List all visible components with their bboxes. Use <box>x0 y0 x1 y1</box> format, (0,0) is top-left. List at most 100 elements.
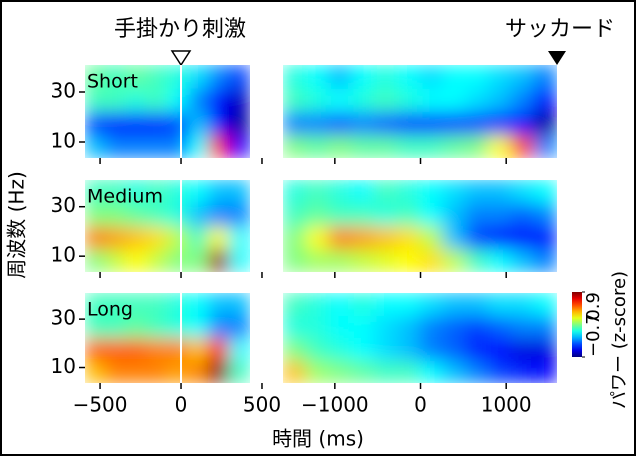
heatmap-cell <box>228 225 250 250</box>
heatmap-cell <box>187 248 210 272</box>
heatmap-cell <box>328 360 352 383</box>
y-tick-label: 30 <box>51 193 76 217</box>
colorbar <box>572 292 582 357</box>
heatmap-cell <box>510 202 535 227</box>
heatmap-cell <box>465 180 489 204</box>
heatmap-cell <box>167 202 189 227</box>
heatmap-cell <box>510 180 535 204</box>
heatmap-cell <box>283 337 307 361</box>
heatmap-cell <box>167 180 189 204</box>
heatmap-cell <box>442 315 467 339</box>
heatmap-cell <box>419 293 444 316</box>
heatmap-cell <box>305 293 330 316</box>
heatmap-panel <box>85 293 250 383</box>
heatmap-cell <box>105 87 127 112</box>
heatmap-cell <box>187 202 210 227</box>
heatmap-cell <box>488 65 512 89</box>
heatmap-cell <box>351 87 375 112</box>
heatmap-cell <box>228 360 250 383</box>
heatmap-cell <box>208 315 230 339</box>
heatmap-cell <box>85 87 107 112</box>
heatmap-cell <box>488 134 512 158</box>
heatmap-cell <box>373 202 398 227</box>
heatmap-cell <box>442 180 467 204</box>
heatmap-cell <box>228 65 250 89</box>
heatmap-cell <box>465 111 489 136</box>
heatmap-cell <box>488 360 512 383</box>
heatmap-cells <box>283 180 557 272</box>
heatmap-cell <box>328 65 352 89</box>
heatmap-cell <box>85 293 107 316</box>
heatmap-cell <box>208 202 230 227</box>
heatmap-panel <box>85 65 250 158</box>
heatmap-cells <box>283 65 557 158</box>
heatmap-cell <box>228 134 250 158</box>
heatmap-cell <box>351 180 375 204</box>
y-tick-label: 10 <box>51 129 76 153</box>
x-tick-label: 1000 <box>481 393 532 417</box>
heatmap-cell <box>442 337 467 361</box>
heatmap-cell <box>228 202 250 227</box>
heatmap-cell <box>351 248 375 272</box>
heatmap-cell <box>167 111 189 136</box>
heatmap-cell <box>125 225 148 250</box>
heatmap-cell <box>283 293 307 316</box>
heatmap-cell <box>488 315 512 339</box>
heatmap-cell <box>105 111 127 136</box>
heatmap-cell <box>305 65 330 89</box>
heatmap-cell <box>465 65 489 89</box>
heatmap-cell <box>442 87 467 112</box>
x-tick-label: −1000 <box>301 393 369 417</box>
cue-marker <box>170 50 192 67</box>
heatmap-cell <box>510 134 535 158</box>
heatmap-cell <box>208 65 230 89</box>
heatmap-cells <box>283 293 557 383</box>
heatmap-cell <box>146 87 168 112</box>
heatmap-cell <box>208 225 230 250</box>
heatmap-cell <box>328 315 352 339</box>
heatmap-cells <box>85 293 250 383</box>
heatmap-cell <box>187 65 210 89</box>
heatmap-cell <box>208 87 230 112</box>
x-tick-label: −500 <box>73 393 128 417</box>
heatmap-cell <box>125 315 148 339</box>
heatmap-cell <box>305 248 330 272</box>
heatmap-cell <box>396 111 421 136</box>
heatmap-cell <box>419 87 444 112</box>
heatmap-cell <box>465 315 489 339</box>
heatmap-cell <box>187 337 210 361</box>
heatmap-cell <box>105 337 127 361</box>
heatmap-cell <box>125 180 148 204</box>
heatmap-cell <box>510 360 535 383</box>
heatmap-cell <box>533 202 557 227</box>
colorbar-label: パワー (z-score) <box>609 271 630 409</box>
x-axis-label: 時間 (ms) <box>272 427 364 451</box>
heatmap-cell <box>208 111 230 136</box>
heatmap-cell <box>146 293 168 316</box>
heatmap-cell <box>442 293 467 316</box>
heatmap-cell <box>228 293 250 316</box>
heatmap-cell <box>146 248 168 272</box>
x-tick-label: 0 <box>175 393 188 417</box>
saccade-marker <box>548 51 566 65</box>
heatmap-cell <box>465 293 489 316</box>
heatmap-cell <box>228 180 250 204</box>
heatmap-cell <box>533 87 557 112</box>
heatmap-cells <box>85 65 250 158</box>
heatmap-cell <box>373 180 398 204</box>
heatmap-cell <box>419 180 444 204</box>
heatmap-cell <box>373 360 398 383</box>
heatmap-cell <box>105 180 127 204</box>
heatmap-cell <box>208 248 230 272</box>
heatmap-cell <box>351 65 375 89</box>
heatmap-cell <box>305 202 330 227</box>
heatmap-cell <box>442 248 467 272</box>
heatmap-cell <box>125 87 148 112</box>
heatmap-cell <box>488 225 512 250</box>
heatmap-cell <box>187 225 210 250</box>
heatmap-cell <box>510 293 535 316</box>
heatmap-cell <box>187 293 210 316</box>
heatmap-cell <box>488 293 512 316</box>
heatmap-cell <box>373 111 398 136</box>
heatmap-cell <box>533 180 557 204</box>
